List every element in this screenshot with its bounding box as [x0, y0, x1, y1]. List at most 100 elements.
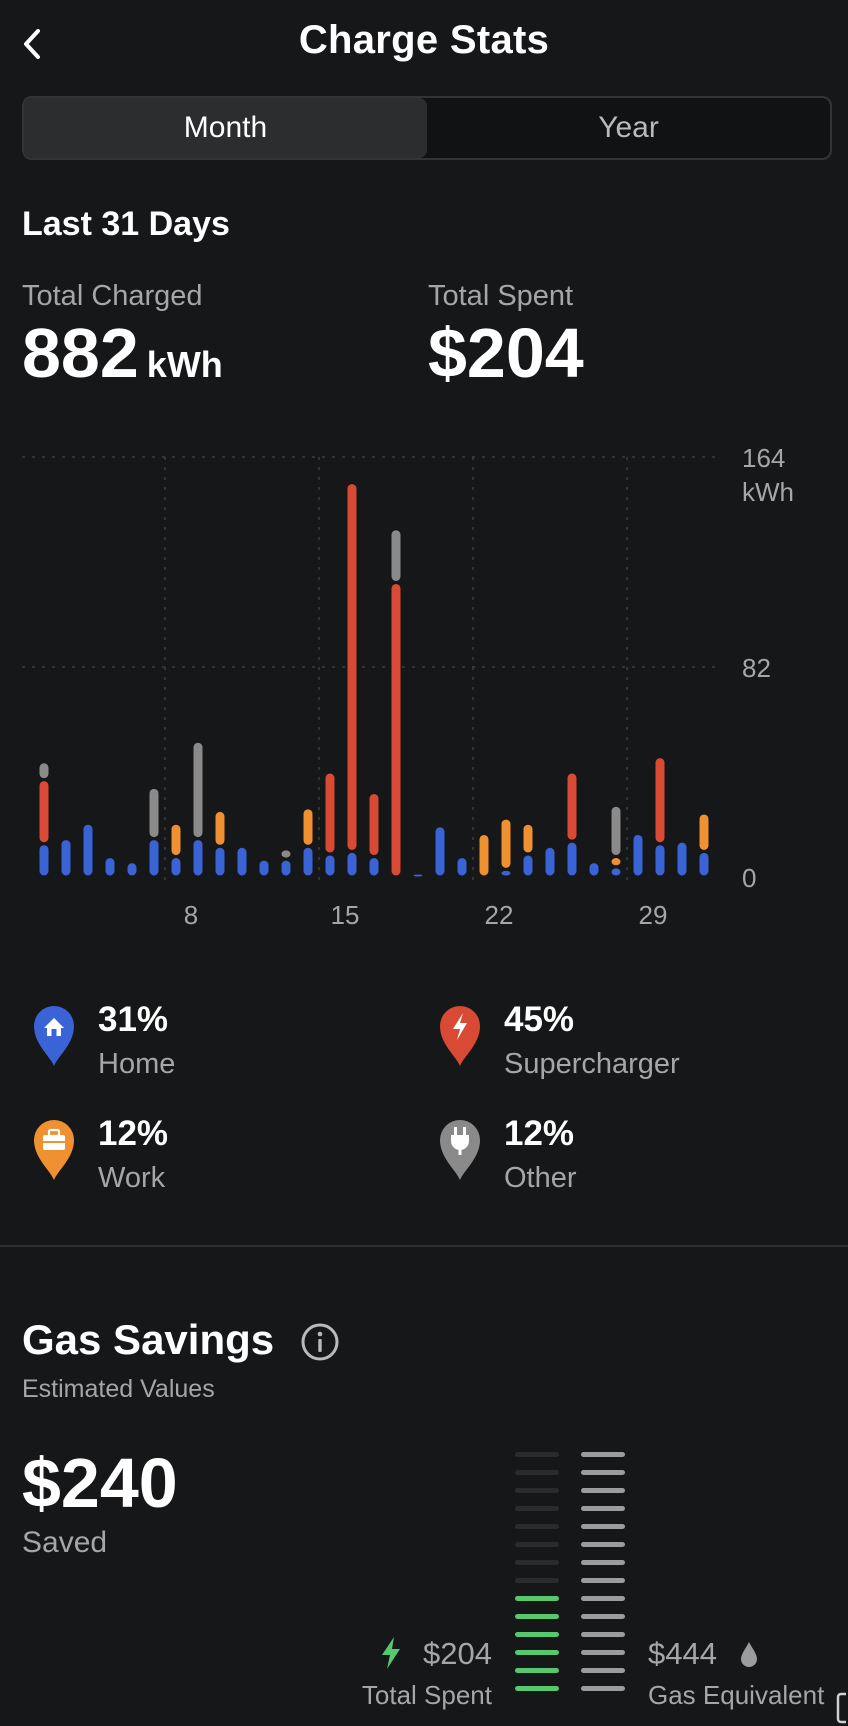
bar-work: [699, 814, 709, 850]
gas-gauge-segment: [581, 1488, 625, 1493]
legend-home-name: Home: [98, 1048, 176, 1080]
legend-work-name: Work: [98, 1162, 166, 1194]
spent-gauge-segment: [515, 1542, 559, 1547]
bar-home: [567, 842, 577, 876]
bar-home: [435, 827, 445, 876]
total-spent-label: Total Spent: [428, 280, 574, 312]
bar-home: [303, 847, 313, 876]
fuel-drop-icon: [741, 1642, 757, 1667]
bar-home: [171, 858, 181, 876]
gas-equivalent-gauge: [581, 1452, 625, 1704]
legend-other: 12% Other: [436, 1114, 796, 1214]
bar-other: [193, 742, 203, 838]
gas-gauge-segment: [581, 1542, 625, 1547]
bar-home: [523, 855, 533, 876]
saved-label: Saved: [22, 1526, 108, 1559]
x-tick-label: 22: [485, 900, 514, 930]
total-charged-value: 882 kWh: [22, 318, 223, 388]
bar-home: [655, 845, 665, 876]
bar-supercharger: [39, 781, 49, 843]
bar-home: [39, 845, 49, 876]
daily-charge-chart: 0 82 164 kWh 8 15 22 29: [22, 443, 794, 930]
bar-home: [259, 860, 269, 876]
bar-home: [237, 847, 247, 876]
spent-gauge-segment: [515, 1596, 559, 1601]
spent-gauge-segment: [515, 1632, 559, 1637]
gas-gauge-segment: [581, 1650, 625, 1655]
legend-supercharger-name: Supercharger: [504, 1048, 680, 1080]
section-divider: [0, 1245, 848, 1247]
x-tick-label: 29: [639, 900, 668, 930]
bolt-icon: [382, 1637, 400, 1669]
gas-gauge-segment: [581, 1614, 625, 1619]
plug-pin-icon: [440, 1120, 480, 1180]
bar-supercharger: [391, 583, 401, 876]
legend-other-percent: 12%: [504, 1114, 575, 1153]
page-title: Charge Stats: [298, 18, 550, 62]
bar-work: [611, 858, 621, 866]
y-tick-label: 0: [742, 863, 756, 893]
saved-value: $240: [22, 1444, 178, 1522]
tab-month[interactable]: Month: [24, 98, 427, 158]
y-axis-unit-label: kWh: [742, 477, 794, 507]
bar-home: [699, 852, 709, 876]
chevron-left-icon: [24, 29, 40, 59]
y-tick-label: 164: [742, 443, 785, 473]
gas-gauge-segment: [581, 1686, 625, 1691]
total-spent-amount: $204: [423, 1636, 492, 1671]
spent-gauge-segment: [515, 1614, 559, 1619]
bar-work: [523, 824, 533, 853]
bar-work: [171, 824, 181, 856]
y-tick-label: 82: [742, 653, 771, 683]
back-button[interactable]: [14, 22, 52, 66]
bar-other: [281, 850, 291, 858]
bar-home: [611, 868, 621, 876]
spent-gauge-segment: [515, 1650, 559, 1655]
bar-home: [325, 855, 335, 876]
spent-gauge-segment: [515, 1668, 559, 1673]
bar-supercharger: [369, 793, 379, 856]
x-tick-label: 15: [331, 900, 360, 930]
bar-supercharger: [655, 758, 665, 843]
range-label: Last 31 Days: [22, 205, 230, 243]
legend-home: 31% Home: [30, 1000, 390, 1100]
bar-home: [347, 852, 357, 876]
spent-gauge-segment: [515, 1524, 559, 1529]
bar-home: [127, 863, 137, 876]
bar-home: [193, 840, 203, 876]
bar-work: [479, 834, 489, 876]
gas-savings-subtitle: Estimated Values: [22, 1375, 215, 1403]
total-charged-unit: kWh: [146, 344, 223, 385]
legend-home-percent: 31%: [98, 1000, 169, 1039]
gas-gauge-segment: [581, 1524, 625, 1529]
bar-supercharger: [347, 484, 357, 850]
bar-home: [83, 824, 93, 876]
info-icon[interactable]: [300, 1322, 340, 1362]
spent-gauge-segment: [515, 1506, 559, 1511]
x-tick-label: 8: [184, 900, 198, 930]
bar-other: [149, 788, 159, 838]
period-segmented-control: Month Year: [22, 96, 832, 160]
briefcase-pin-icon: [34, 1120, 74, 1180]
bar-home: [633, 834, 643, 876]
gas-gauge-segment: [581, 1668, 625, 1673]
bar-other: [611, 806, 621, 856]
bar-other: [39, 763, 49, 779]
total-charged-label: Total Charged: [22, 280, 203, 312]
gas-savings-title: Gas Savings: [22, 1316, 275, 1363]
scroll-handle[interactable]: [836, 1690, 848, 1726]
legend-other-name: Other: [504, 1162, 577, 1194]
legend-work: 12% Work: [30, 1114, 390, 1214]
home-pin-icon: [34, 1006, 74, 1066]
total-spent-value: $204: [428, 314, 584, 392]
gas-gauge-segment: [581, 1632, 625, 1637]
bar-home: [413, 874, 423, 877]
bar-home: [369, 858, 379, 876]
bar-home: [149, 840, 159, 876]
bar-home: [677, 842, 687, 876]
tab-year[interactable]: Year: [598, 111, 659, 144]
gas-equivalent-caption: Gas Equivalent: [648, 1680, 825, 1710]
legend-supercharger-percent: 45%: [504, 1000, 575, 1039]
legend-work-percent: 12%: [98, 1114, 169, 1153]
bar-home: [457, 858, 467, 876]
